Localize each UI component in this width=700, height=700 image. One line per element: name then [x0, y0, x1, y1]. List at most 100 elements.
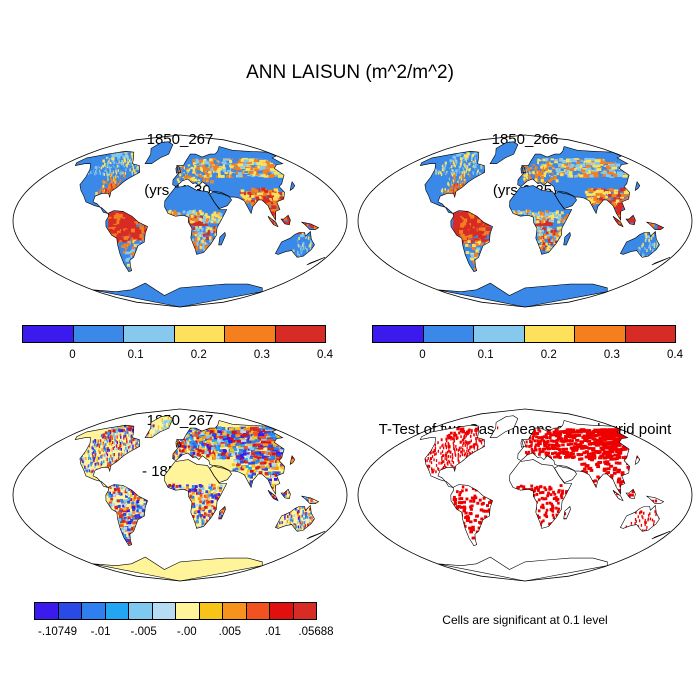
coastline-japan: [289, 181, 296, 192]
coastline-nz: [651, 257, 671, 266]
colorbar-tick-label: .01: [264, 626, 281, 638]
colorbar-tick-label: 0.2: [540, 349, 557, 361]
coastline-madagascar: [218, 231, 226, 246]
coastline-arabia: [209, 191, 232, 209]
coastline-nz: [306, 257, 326, 266]
coastline-borneo: [625, 488, 636, 500]
coastline-africa: [509, 459, 573, 529]
coastline-japan: [289, 455, 296, 466]
figure-title: ANN LAISUN (m^2/m^2): [246, 62, 454, 83]
coastline-newguinea: [646, 221, 665, 230]
colorbar-swatch: [175, 602, 200, 620]
coastline-japan: [634, 181, 641, 192]
coastline-australia: [274, 504, 315, 532]
colorbar-swatch: [624, 325, 676, 343]
coastline-madagascar: [218, 505, 226, 520]
map-field: [420, 415, 670, 581]
coastline-nz: [306, 531, 326, 540]
map-boundary: [12, 408, 348, 582]
colorbar-tick-label: .005: [218, 626, 242, 638]
significance-note: Cells are significant at 0.1 level: [442, 613, 608, 627]
map-boundary: [12, 134, 348, 308]
coastline-na: [419, 150, 486, 214]
colorbar-swatch: [123, 325, 175, 343]
coastline-eurasia: [172, 146, 285, 222]
coastline-australia: [619, 230, 660, 258]
colorbar-tick-label: 0: [419, 349, 426, 361]
map-bottom-right: [357, 408, 693, 582]
coastline-eurasia: [172, 420, 285, 496]
colorbar-tick-label: 0.4: [317, 349, 333, 361]
coastline-greenland: [144, 415, 174, 438]
coastline-eurasia: [517, 420, 630, 496]
colorbar-swatch: [372, 325, 424, 343]
colorbar-tick-label: 0.2: [190, 349, 207, 361]
coastline-sa: [450, 210, 493, 272]
colorbar-tick-label: 0.1: [127, 349, 144, 361]
coastline-japan: [634, 455, 641, 466]
map-field: [75, 415, 325, 581]
colorbar-swatch: [473, 325, 525, 343]
colorbar-swatch: [81, 602, 106, 620]
coastline-sumatra: [267, 489, 279, 502]
coastline-newguinea: [301, 495, 320, 504]
coastline-sumatra: [612, 215, 624, 228]
coastline-borneo: [280, 488, 291, 500]
coastline-uk: [175, 439, 182, 448]
map-top-left: [12, 134, 348, 308]
colorbar-swatch: [224, 325, 276, 343]
colorbar-swatch: [128, 602, 153, 620]
coastline-uk: [520, 439, 527, 448]
colorbar-swatch: [151, 602, 176, 620]
map-boundary: [357, 408, 693, 582]
colorbar-swatch: [222, 602, 247, 620]
colorbar-swatch: [34, 602, 59, 620]
colorbar-tick-label: -.01: [90, 626, 111, 638]
colorbar-swatch: [274, 325, 326, 343]
map-bottom-left: [12, 408, 348, 582]
coastline-sumatra: [267, 215, 279, 228]
map-field: [75, 141, 325, 307]
coastline-greenland: [144, 141, 174, 164]
colorbar-tick-label: .05688: [298, 626, 334, 638]
coastline-arabia: [554, 465, 577, 483]
coastline-madagascar: [563, 505, 571, 520]
coastline-nz: [651, 531, 671, 540]
colorbar-tick-label: 0.4: [667, 349, 683, 361]
coastline-na: [74, 424, 141, 488]
colorbar-swatch: [57, 602, 82, 620]
coastline-australia: [619, 504, 660, 532]
coastline-sa: [450, 484, 493, 546]
colorbar-swatch: [198, 602, 223, 620]
colorbar-swatch: [173, 325, 225, 343]
colorbar-swatch: [245, 602, 270, 620]
colorbar-tick-label: 0.3: [603, 349, 620, 361]
colorbar-swatch: [523, 325, 575, 343]
coastline-greenland: [489, 415, 519, 438]
coastline-arabia: [554, 191, 577, 209]
coastline-arabia: [209, 465, 232, 483]
colorbar-top-left: 0 0.1 0.2 0.3 0.4: [22, 325, 333, 365]
map-top-right: [357, 134, 693, 308]
coastline-eurasia: [517, 146, 630, 222]
colorbar-bottom-left: -.10749 -.01 -.005 -.00 .005 .01 .05688: [34, 602, 334, 642]
coastline-sa: [105, 210, 148, 272]
coastline-na: [419, 424, 486, 488]
coastline-sa: [105, 484, 148, 546]
colorbar-swatch: [292, 602, 317, 620]
map-boundary: [357, 134, 693, 308]
colorbar-tick-label: 0: [69, 349, 76, 361]
colorbar-tick-label: -.00: [176, 626, 197, 638]
coastline-uk: [520, 165, 527, 174]
colorbar-swatch: [104, 602, 129, 620]
coastline-borneo: [625, 214, 636, 226]
colorbar-swatch: [72, 325, 124, 343]
colorbar-swatch: [269, 602, 294, 620]
coastline-africa: [164, 185, 228, 255]
colorbar-swatch: [422, 325, 474, 343]
colorbar-swatch: [574, 325, 626, 343]
coastline-australia: [274, 230, 315, 258]
coastline-newguinea: [646, 495, 665, 504]
coastline-newguinea: [301, 221, 320, 230]
coastline-uk: [175, 165, 182, 174]
